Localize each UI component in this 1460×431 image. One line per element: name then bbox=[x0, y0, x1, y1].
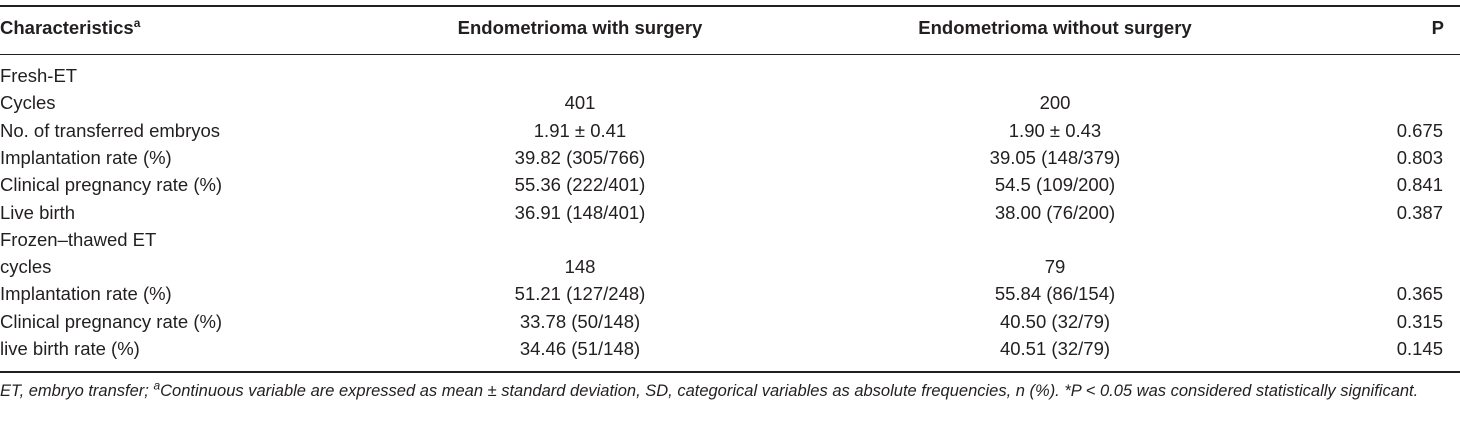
header-rule bbox=[0, 54, 1460, 55]
row-label: Clinical pregnancy rate (%) bbox=[0, 174, 223, 196]
row-label: Frozen–thawed ET bbox=[0, 228, 157, 250]
cell-p-value: 0.803 bbox=[1396, 146, 1443, 168]
row-label: Fresh-ET bbox=[0, 65, 78, 86]
footnote-text: Continuous variable are expressed as mea… bbox=[160, 382, 1419, 400]
cell-with-surgery: 401 bbox=[564, 92, 596, 114]
cell-without-surgery: 39.05 (148/379) bbox=[989, 146, 1121, 168]
cell-without-surgery: 1.90 ± 0.43 bbox=[1008, 119, 1102, 141]
cell-with-surgery: 55.36 (222/401) bbox=[514, 174, 646, 196]
top-rule bbox=[0, 5, 1460, 7]
cell-without-surgery: 40.50 (32/79) bbox=[999, 310, 1111, 332]
header-superscript: a bbox=[133, 15, 141, 30]
bottom-rule bbox=[0, 371, 1460, 373]
cell-with-surgery: 51.21 (127/248) bbox=[514, 283, 646, 305]
table-row: Cycles 401 200 bbox=[0, 89, 1460, 116]
header-without-surgery: Endometrioma without surgery bbox=[918, 17, 1192, 38]
table-row: Clinical pregnancy rate (%) 33.78 (50/148… bbox=[0, 308, 1460, 335]
table-row: live birth rate (%) 34.46 (51/148) 40.51 (… bbox=[0, 335, 1460, 362]
table-row: cycles 148 79 bbox=[0, 253, 1460, 280]
cell-p-value: 0.675 bbox=[1396, 119, 1443, 141]
table-row: Implantation rate (%) 51.21 (127/248) 55.8… bbox=[0, 280, 1460, 307]
row-label: Cycles bbox=[0, 92, 56, 114]
header-p: P bbox=[1431, 17, 1444, 38]
cell-without-surgery: 54.5 (109/200) bbox=[994, 174, 1116, 196]
cell-p-value: 0.315 bbox=[1396, 310, 1443, 332]
row-label: Clinical pregnancy rate (%) bbox=[0, 310, 223, 332]
row-label: Live birth bbox=[0, 201, 76, 223]
footnote-superscript: a bbox=[153, 378, 161, 393]
header-with-surgery: Endometrioma with surgery bbox=[457, 17, 703, 38]
cell-with-surgery: 1.91 ± 0.41 bbox=[533, 119, 627, 141]
table-row: Fresh-ET bbox=[0, 62, 1460, 89]
footnote-abbrev: ET, embryo transfer; bbox=[0, 382, 154, 400]
cell-p-value: 0.145 bbox=[1396, 338, 1443, 359]
table-row: No. of transferred embryos 1.91 ± 0.41 1.9… bbox=[0, 117, 1460, 144]
cell-with-surgery: 148 bbox=[564, 256, 596, 278]
cell-without-surgery: 38.00 (76/200) bbox=[994, 201, 1116, 223]
cell-p-value: 0.365 bbox=[1396, 283, 1443, 305]
row-label: Implantation rate (%) bbox=[0, 283, 172, 305]
cell-with-surgery: 36.91 (148/401) bbox=[514, 201, 646, 223]
table-row: Live birth 36.91 (148/401) 38.00 (76/200) 0… bbox=[0, 199, 1460, 226]
table-row: Clinical pregnancy rate (%) 55.36 (222/40… bbox=[0, 171, 1460, 198]
cell-without-surgery: 200 bbox=[1039, 92, 1071, 114]
cell-with-surgery: 33.78 (50/148) bbox=[519, 310, 641, 332]
table-footnote: ET, embryo transfer; aContinuous variabl… bbox=[0, 380, 1458, 403]
row-label: cycles bbox=[0, 256, 52, 278]
cell-without-surgery: 79 bbox=[1044, 256, 1066, 278]
cell-without-surgery: 40.51 (32/79) bbox=[999, 338, 1111, 359]
cell-p-value: 0.841 bbox=[1396, 174, 1443, 196]
header-characteristics: Characteristicsa bbox=[0, 15, 141, 38]
table-row: Implantation rate (%) 39.82 (305/766) 39.0… bbox=[0, 144, 1460, 171]
cell-p-value: 0.387 bbox=[1396, 201, 1443, 223]
cell-with-surgery: 39.82 (305/766) bbox=[514, 146, 646, 168]
cell-without-surgery: 55.84 (86/154) bbox=[994, 283, 1116, 305]
row-label: live birth rate (%) bbox=[0, 338, 140, 359]
row-label: Implantation rate (%) bbox=[0, 146, 172, 168]
row-label: No. of transferred embryos bbox=[0, 119, 221, 141]
table-row: Frozen–thawed ET bbox=[0, 226, 1460, 253]
cell-with-surgery: 34.46 (51/148) bbox=[519, 338, 641, 359]
header-row: Characteristicsa Endometrioma with surge… bbox=[0, 14, 1460, 41]
